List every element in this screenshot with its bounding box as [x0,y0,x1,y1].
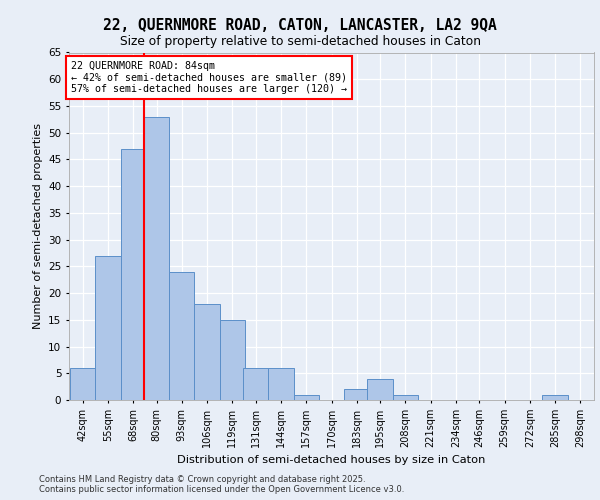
Text: Size of property relative to semi-detached houses in Caton: Size of property relative to semi-detach… [119,35,481,48]
Bar [268,368,293,400]
Bar [367,378,393,400]
Bar [144,116,169,400]
Bar [121,148,146,400]
Bar [220,320,245,400]
Y-axis label: Number of semi-detached properties: Number of semi-detached properties [32,123,43,329]
Text: 22 QUERNMORE ROAD: 84sqm
← 42% of semi-detached houses are smaller (89)
57% of s: 22 QUERNMORE ROAD: 84sqm ← 42% of semi-d… [71,60,347,94]
Bar [194,304,220,400]
Bar [293,394,319,400]
Text: 22, QUERNMORE ROAD, CATON, LANCASTER, LA2 9QA: 22, QUERNMORE ROAD, CATON, LANCASTER, LA… [103,18,497,32]
Bar [393,394,418,400]
Bar [542,394,568,400]
Bar [70,368,95,400]
X-axis label: Distribution of semi-detached houses by size in Caton: Distribution of semi-detached houses by … [178,456,485,466]
Text: Contains HM Land Registry data © Crown copyright and database right 2025.
Contai: Contains HM Land Registry data © Crown c… [39,474,404,494]
Bar [95,256,121,400]
Bar [243,368,268,400]
Bar [169,272,194,400]
Bar [344,390,370,400]
